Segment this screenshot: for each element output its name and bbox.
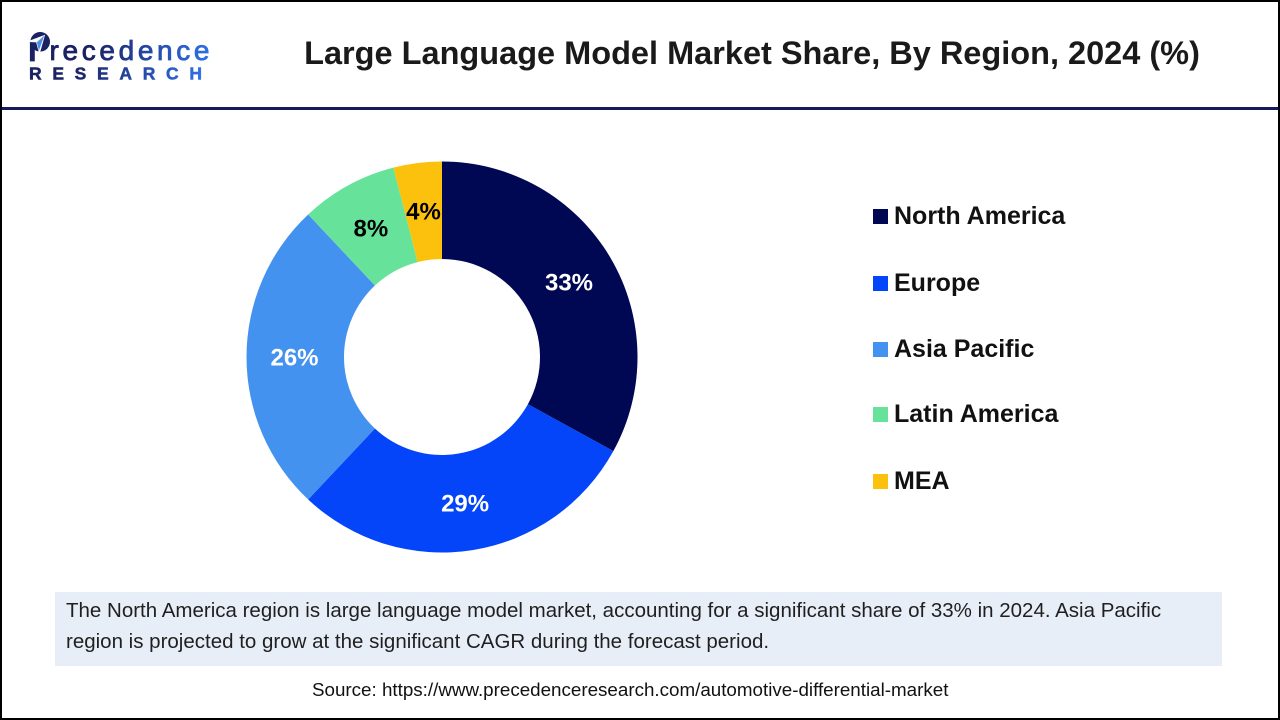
svg-text:33%: 33% [545, 270, 593, 297]
svg-text:29%: 29% [441, 490, 489, 517]
svg-text:4%: 4% [406, 198, 441, 225]
svg-text:8%: 8% [354, 215, 389, 242]
svg-text:RESEARCH: RESEARCH [29, 64, 202, 84]
svg-text:recedence: recedence [50, 35, 210, 66]
svg-text:26%: 26% [270, 345, 318, 372]
